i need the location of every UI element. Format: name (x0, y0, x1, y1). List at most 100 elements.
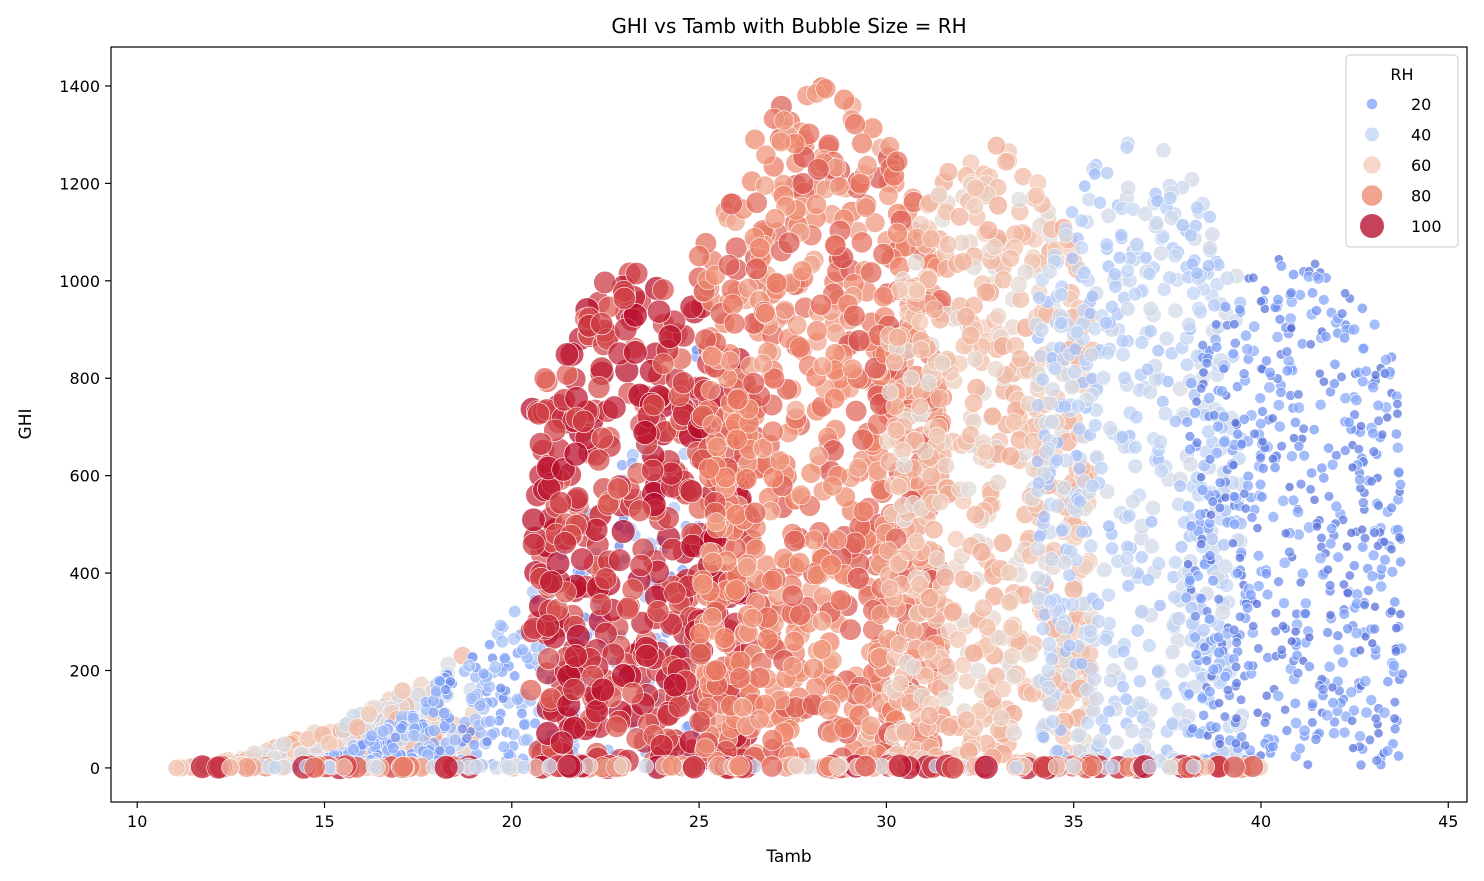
data-point (1360, 365, 1372, 377)
data-point (748, 666, 771, 689)
data-point (632, 420, 658, 445)
data-point (1231, 567, 1243, 579)
data-point (847, 329, 871, 352)
data-point (878, 185, 899, 206)
data-point (473, 699, 487, 713)
data-point (1035, 621, 1051, 637)
data-point (1274, 313, 1286, 325)
data-point (812, 356, 833, 377)
data-point (1055, 523, 1069, 538)
data-point (483, 714, 497, 728)
data-point (1072, 494, 1087, 509)
data-point (1000, 593, 1019, 612)
data-point (935, 567, 955, 587)
data-point (818, 699, 839, 721)
chart-title: GHI vs Tamb with Bubble Size = RH (611, 14, 966, 38)
data-point (1076, 265, 1092, 281)
data-point (1359, 675, 1372, 688)
data-point (1103, 672, 1119, 689)
data-point (996, 152, 1016, 172)
data-point (966, 178, 985, 198)
data-point (1058, 227, 1074, 244)
data-point (888, 328, 908, 348)
x-tick-label: 25 (689, 812, 709, 831)
data-point (714, 467, 737, 489)
data-point (1201, 240, 1218, 257)
data-point (1129, 410, 1144, 425)
data-point (1355, 645, 1365, 656)
data-point (1389, 713, 1400, 724)
data-point (1378, 706, 1391, 719)
data-point (807, 158, 830, 181)
data-point (1386, 566, 1399, 578)
data-point (1184, 431, 1196, 442)
data-point (1054, 287, 1069, 302)
data-point (1312, 272, 1325, 285)
data-point (1141, 758, 1158, 775)
data-point (1210, 721, 1222, 733)
data-point (625, 261, 649, 285)
data-point (1276, 441, 1287, 452)
data-point (1314, 368, 1325, 379)
data-point (1386, 544, 1397, 555)
data-point (1357, 524, 1367, 535)
data-point (507, 632, 521, 646)
data-point (1071, 398, 1086, 414)
data-point (907, 253, 925, 272)
data-point (726, 388, 749, 411)
data-point (844, 113, 866, 135)
data-point (1010, 191, 1028, 209)
data-point (1256, 491, 1268, 503)
data-point (1210, 319, 1222, 330)
data-point (761, 569, 783, 592)
data-point (755, 175, 776, 196)
data-point (1153, 598, 1167, 612)
data-point (1204, 454, 1216, 465)
data-point (533, 367, 557, 390)
data-point (894, 441, 913, 460)
data-point (640, 458, 665, 483)
data-point (1219, 301, 1232, 313)
data-point (1223, 755, 1246, 779)
data-point (1327, 682, 1338, 693)
x-tick-label: 10 (127, 812, 147, 831)
data-point (1287, 636, 1297, 647)
data-point (1162, 270, 1178, 285)
data-point (1317, 684, 1329, 695)
data-point (1280, 704, 1290, 715)
data-point (1207, 663, 1220, 676)
data-point (705, 659, 727, 682)
data-point (610, 519, 636, 544)
data-point (387, 741, 400, 755)
data-point (1213, 593, 1225, 605)
data-point (1002, 647, 1021, 666)
data-point (1320, 331, 1332, 343)
data-point (1032, 290, 1046, 305)
data-point (1171, 611, 1187, 627)
data-point (334, 758, 353, 777)
cluster-very-dry-band (1180, 254, 1408, 771)
data-point (488, 660, 502, 674)
data-point (1081, 755, 1103, 777)
data-point (1267, 413, 1278, 424)
data-point (921, 229, 941, 249)
data-point (495, 634, 509, 649)
y-tick-label: 0 (90, 759, 100, 778)
data-point (1086, 289, 1100, 303)
data-point (833, 88, 855, 111)
data-point (444, 676, 456, 687)
data-point (1272, 294, 1284, 306)
data-point (1295, 577, 1306, 588)
data-point (851, 132, 873, 155)
data-point (1252, 580, 1265, 592)
data-point (1184, 228, 1198, 243)
data-point (928, 426, 947, 445)
legend-label: 100 (1411, 217, 1442, 236)
data-point (1305, 339, 1316, 350)
data-point (1394, 478, 1406, 491)
data-point (826, 529, 848, 551)
data-point (1357, 343, 1370, 355)
data-point (590, 426, 614, 450)
data-point (1167, 248, 1183, 264)
